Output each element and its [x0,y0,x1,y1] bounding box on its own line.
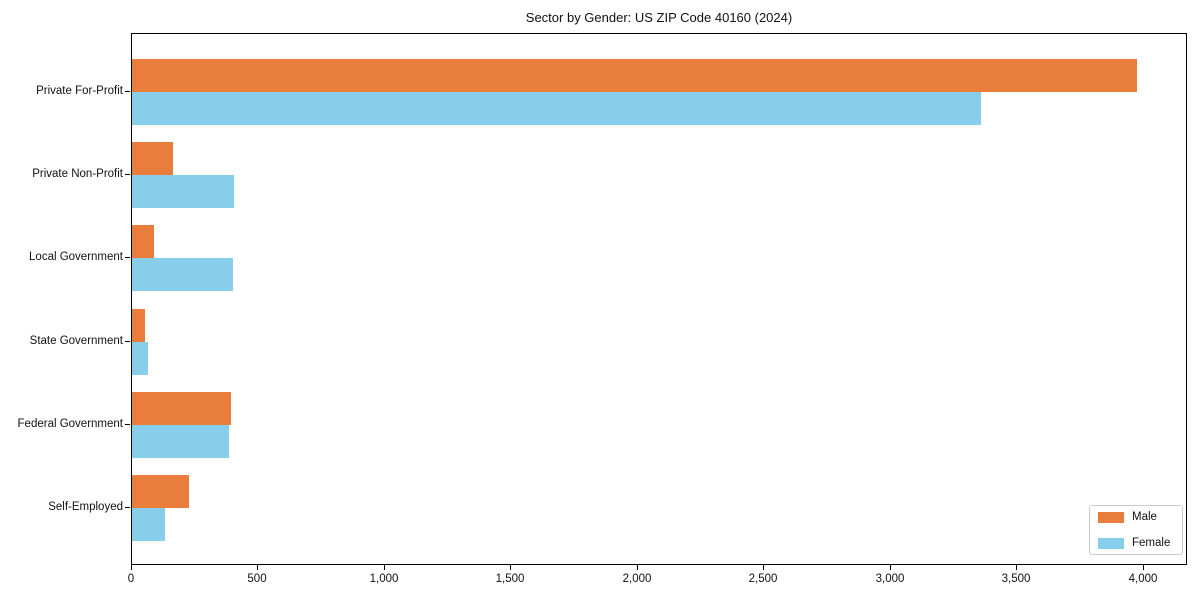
y-tick-label-private-for-profit: Private For-Profit [36,85,123,97]
x-tick-label-3500: 3,500 [1001,573,1031,585]
x-tick-label-2000: 2,000 [622,573,652,585]
x-tick-mark [131,565,132,570]
bar-female-private-non-profit [132,175,235,208]
x-tick-mark [257,565,258,570]
x-tick-label-2500: 2,500 [748,573,778,585]
y-tick-mark [125,91,130,92]
bar-male-federal-government [132,392,231,425]
x-tick-mark [510,565,511,570]
x-tick-label-3000: 3,000 [875,573,905,585]
legend-item-male: Male [1098,511,1174,524]
legend-swatch-female [1098,537,1124,549]
y-tick-label-state-government: State Government [29,335,123,347]
x-tick-label-0: 0 [127,573,135,585]
bar-female-local-government [132,258,234,291]
y-tick-mark [125,257,130,258]
x-tick-mark [763,565,764,570]
y-tick-mark [125,174,130,175]
x-tick-mark [890,565,891,570]
bar-male-private-non-profit [132,142,173,175]
chart-title: Sector by Gender: US ZIP Code 40160 (202… [525,10,793,25]
plot-area [131,33,1187,565]
bar-male-state-government [132,309,145,342]
y-tick-label-local-government: Local Government [29,251,123,263]
bar-female-private-for-profit [132,92,981,125]
x-tick-mark [384,565,385,570]
bar-male-self-employed [132,475,189,508]
x-tick-label-1000: 1,000 [369,573,399,585]
legend-label-male: Male [1132,511,1157,523]
x-tick-label-500: 500 [247,573,267,585]
x-tick-label-4000: 4,000 [1128,573,1158,585]
legend-item-female: Female [1098,536,1174,550]
x-tick-mark [1143,565,1144,570]
legend-swatch-male [1098,512,1124,524]
y-tick-label-federal-government: Federal Government [17,418,123,430]
legend: Male Female [1089,505,1183,555]
legend-label-female: Female [1132,536,1171,549]
bar-female-federal-government [132,425,230,458]
x-tick-mark [1016,565,1017,570]
y-tick-mark [125,424,130,425]
bar-female-state-government [132,342,149,375]
bar-female-self-employed [132,508,165,541]
y-tick-label-self-employed: Self-Employed [48,501,123,513]
x-tick-mark [637,565,638,570]
bar-male-private-for-profit [132,59,1138,92]
bar-male-local-government [132,225,154,258]
y-tick-label-private-non-profit: Private Non-Profit [32,168,123,180]
y-tick-mark [125,507,130,508]
y-tick-mark [125,341,130,342]
x-tick-label-1500: 1,500 [495,573,525,585]
